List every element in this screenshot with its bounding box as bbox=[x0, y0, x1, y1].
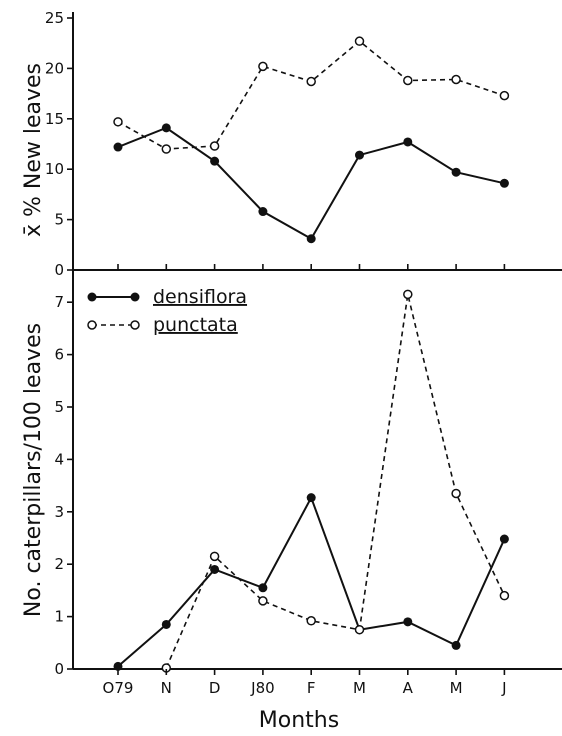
y-tick-label: 2 bbox=[54, 555, 64, 573]
x-tick-label: O79 bbox=[103, 679, 134, 697]
y-tick-label: 20 bbox=[45, 59, 64, 77]
data-point-densiflora bbox=[210, 564, 220, 574]
data-point-punctata bbox=[499, 90, 510, 101]
data-point-punctata bbox=[451, 74, 461, 85]
series-line-densiflora bbox=[117, 495, 506, 668]
x-tick-label: M bbox=[450, 679, 463, 697]
x-axis-title: Months bbox=[259, 708, 339, 733]
data-point-densiflora bbox=[258, 583, 268, 593]
data-point-densiflora bbox=[403, 617, 413, 627]
data-point-punctata bbox=[354, 36, 365, 46]
series-line-densiflora bbox=[117, 126, 505, 241]
data-point-densiflora bbox=[499, 534, 509, 544]
data-point-densiflora bbox=[113, 661, 123, 671]
legend-punctata-marker-right bbox=[130, 320, 140, 330]
y-tick-label: 3 bbox=[54, 503, 64, 521]
legend-punctata-marker-left bbox=[87, 320, 97, 330]
data-point-punctata bbox=[306, 616, 316, 626]
top-panel: 0 5 10 15 20 25 bbox=[45, 9, 510, 279]
x-tick-label: A bbox=[403, 679, 414, 697]
data-point-densiflora bbox=[451, 640, 461, 650]
x-tick-label: J80 bbox=[250, 679, 275, 697]
data-point-punctata bbox=[306, 76, 316, 87]
legend: densiflora punctata bbox=[87, 286, 247, 336]
y-tick-label: 5 bbox=[54, 398, 64, 416]
y-tick-label: 5 bbox=[54, 211, 64, 229]
y-tick-label: 7 bbox=[54, 293, 64, 311]
data-point-densiflora bbox=[306, 493, 316, 503]
y-tick-label: 1 bbox=[54, 608, 64, 626]
y-tick-label: 0 bbox=[54, 660, 64, 678]
x-tick-label: D bbox=[209, 679, 221, 697]
series-line-punctata bbox=[165, 294, 506, 669]
y-tick-label: 0 bbox=[54, 261, 64, 279]
data-point-densiflora bbox=[210, 156, 220, 166]
data-point-punctata bbox=[499, 590, 510, 601]
data-point-densiflora bbox=[451, 167, 461, 177]
x-tick-label: F bbox=[307, 679, 316, 697]
data-point-punctata bbox=[258, 61, 268, 72]
x-tick-label: M bbox=[353, 679, 366, 697]
y-tick-label: 10 bbox=[45, 160, 64, 178]
data-point-punctata bbox=[113, 117, 123, 127]
data-point-punctata bbox=[354, 624, 365, 635]
data-point-punctata bbox=[403, 75, 413, 86]
legend-densiflora-marker-right bbox=[130, 292, 140, 302]
y-tick-label: 4 bbox=[54, 450, 64, 468]
data-point-densiflora bbox=[113, 142, 123, 152]
data-point-punctata bbox=[258, 596, 268, 606]
legend-densiflora-label: densiflora bbox=[153, 286, 247, 308]
legend-punctata-label: punctata bbox=[153, 314, 238, 336]
y-tick-label: 15 bbox=[45, 110, 64, 128]
x-tick-label: J bbox=[501, 679, 506, 697]
series-line-punctata bbox=[117, 40, 505, 150]
bottom-panel: 0 1 2 3 4 5 6 7 bbox=[54, 289, 510, 678]
data-point-punctata bbox=[209, 551, 220, 562]
y-tick-label: 25 bbox=[45, 9, 64, 27]
data-point-punctata bbox=[161, 144, 172, 154]
data-point-densiflora bbox=[499, 178, 509, 188]
legend-densiflora-marker-left bbox=[87, 292, 97, 302]
top-y-axis-title: x̄ % New leaves bbox=[21, 63, 46, 237]
data-point-densiflora bbox=[258, 207, 268, 217]
bottom-y-axis-title: No. caterpillars/100 leaves bbox=[21, 323, 46, 617]
y-tick-label: 6 bbox=[54, 346, 64, 364]
x-axis: O79 N D J80 F M A M J bbox=[103, 264, 507, 697]
data-point-punctata bbox=[403, 289, 413, 300]
data-point-densiflora bbox=[161, 619, 171, 629]
x-tick-label: N bbox=[161, 679, 172, 697]
data-point-densiflora bbox=[355, 150, 364, 160]
data-point-punctata bbox=[451, 488, 461, 499]
data-point-densiflora bbox=[403, 137, 413, 147]
data-point-densiflora bbox=[306, 234, 316, 244]
data-point-punctata bbox=[209, 141, 220, 151]
data-point-densiflora bbox=[161, 123, 171, 133]
